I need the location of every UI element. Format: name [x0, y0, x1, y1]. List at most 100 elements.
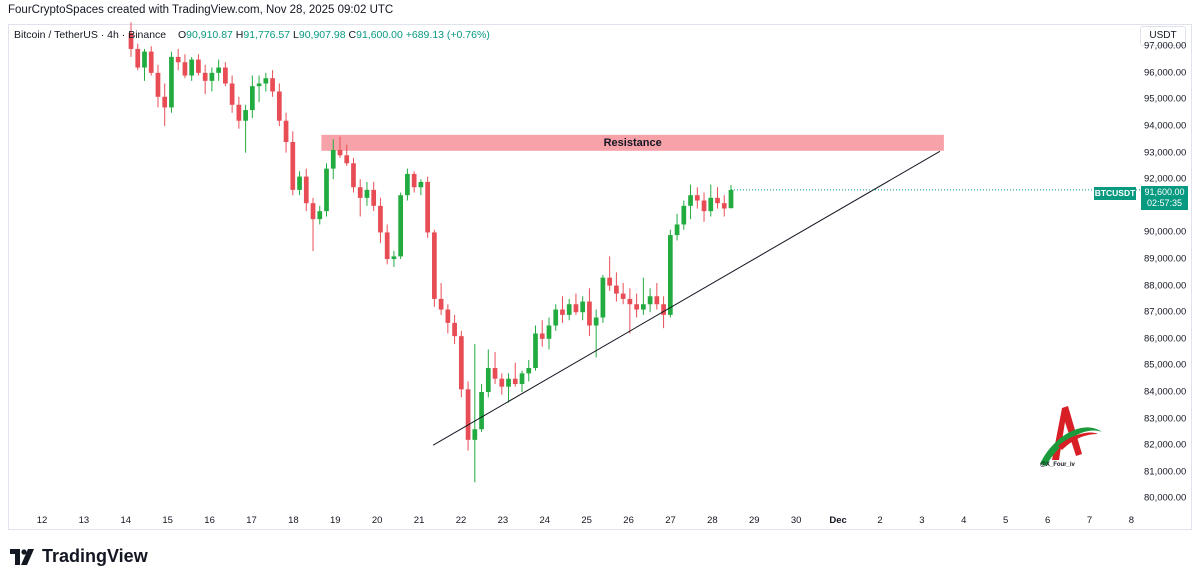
candle[interactable] [357, 179, 363, 217]
candle[interactable] [330, 139, 336, 180]
candle[interactable] [142, 48, 147, 81]
candle[interactable] [539, 320, 545, 347]
candle[interactable] [519, 370, 525, 392]
candle[interactable] [276, 83, 282, 127]
candle[interactable] [445, 304, 451, 334]
candle[interactable] [641, 277, 646, 315]
candle[interactable] [627, 288, 633, 334]
candle[interactable] [472, 344, 478, 483]
candle[interactable] [364, 181, 370, 206]
candle[interactable] [378, 197, 383, 244]
candle[interactable] [701, 192, 707, 222]
candle[interactable] [688, 184, 693, 220]
tradingview-brand[interactable]: TradingView [10, 546, 148, 567]
candle[interactable] [465, 381, 471, 451]
candle[interactable] [593, 309, 599, 358]
candle[interactable] [526, 360, 532, 382]
candle[interactable] [148, 46, 154, 76]
candle-body [209, 72, 215, 81]
candle[interactable] [647, 288, 653, 313]
candle[interactable] [728, 185, 734, 209]
candle[interactable] [263, 72, 269, 92]
candle[interactable] [587, 288, 592, 337]
candle[interactable] [236, 96, 242, 129]
candle[interactable] [654, 282, 660, 310]
candle[interactable] [438, 282, 444, 315]
price-tick-label: 85,000.00 [1144, 359, 1187, 371]
candle[interactable] [351, 157, 356, 193]
candle[interactable] [614, 272, 619, 302]
candle[interactable] [425, 176, 430, 238]
candle[interactable] [620, 282, 626, 305]
candle[interactable] [661, 296, 666, 329]
candle[interactable] [432, 229, 437, 307]
candle[interactable] [721, 195, 727, 217]
candle[interactable] [560, 296, 565, 323]
candle[interactable] [667, 229, 673, 318]
candle[interactable] [337, 136, 343, 158]
support-trendline[interactable] [432, 150, 941, 446]
chart-pane[interactable] [8, 24, 1192, 530]
currency-unit-button[interactable]: USDT [1140, 26, 1186, 46]
candle[interactable] [411, 171, 417, 193]
candle[interactable] [196, 54, 201, 76]
candle[interactable] [512, 362, 518, 387]
candle[interactable] [492, 352, 498, 385]
candle[interactable] [317, 205, 323, 225]
candle[interactable] [506, 373, 511, 403]
candle[interactable] [297, 171, 302, 196]
candle[interactable] [479, 384, 484, 432]
candle[interactable] [324, 163, 329, 217]
candle[interactable] [169, 51, 174, 113]
candle[interactable] [580, 296, 586, 321]
candle[interactable] [674, 213, 680, 241]
candle[interactable] [135, 43, 141, 71]
candle[interactable] [553, 304, 559, 331]
candle[interactable] [162, 83, 168, 127]
candle[interactable] [290, 131, 296, 196]
candle[interactable] [499, 373, 505, 395]
candle[interactable] [175, 48, 181, 71]
candle[interactable] [600, 274, 606, 323]
candle[interactable] [533, 325, 538, 371]
candle[interactable] [458, 330, 464, 398]
candle[interactable] [216, 59, 221, 81]
candle[interactable] [715, 187, 720, 209]
candle[interactable] [485, 349, 491, 398]
candle[interactable] [209, 67, 215, 92]
candle[interactable] [566, 298, 572, 321]
candle[interactable] [452, 314, 457, 345]
candle[interactable] [384, 224, 390, 265]
candle[interactable] [546, 317, 552, 350]
candle[interactable] [371, 181, 377, 212]
candle[interactable] [303, 168, 309, 212]
candle[interactable] [202, 64, 208, 95]
candle[interactable] [634, 293, 639, 318]
symbol-label[interactable]: Bitcoin / TetherUS · 4h · Binance [14, 29, 167, 41]
candle[interactable] [418, 179, 424, 196]
candle[interactable] [310, 197, 316, 252]
candle[interactable] [681, 200, 687, 230]
candle[interactable] [405, 168, 410, 201]
candle[interactable] [189, 56, 195, 81]
candle[interactable] [182, 54, 188, 79]
candle[interactable] [223, 62, 228, 87]
candle[interactable] [708, 184, 714, 217]
candle[interactable] [398, 192, 404, 260]
candle[interactable] [128, 22, 134, 57]
candle[interactable] [229, 75, 235, 113]
resistance-zone[interactable] [321, 134, 944, 151]
candle-body [169, 56, 174, 108]
candle[interactable] [283, 112, 289, 153]
candle[interactable] [270, 70, 275, 97]
candle[interactable] [607, 256, 613, 291]
candle[interactable] [249, 75, 255, 119]
candle[interactable] [155, 64, 161, 108]
candle[interactable] [243, 104, 248, 153]
candle[interactable] [694, 187, 700, 209]
candle[interactable] [391, 251, 397, 267]
candle[interactable] [344, 144, 350, 166]
candle[interactable] [256, 75, 262, 103]
candle[interactable] [573, 293, 579, 315]
